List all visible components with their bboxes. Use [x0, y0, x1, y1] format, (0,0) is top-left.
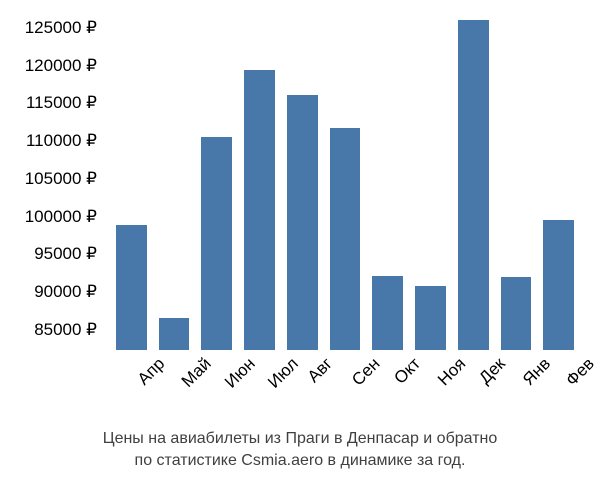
y-tick-label: 115000 ₽: [26, 93, 97, 113]
x-slot: Янв: [495, 352, 538, 412]
x-slot: Окт: [366, 352, 409, 412]
x-slot: Май: [153, 352, 196, 412]
y-tick-label: 125000 ₽: [25, 18, 97, 38]
bar-slot: [495, 10, 538, 350]
x-slot: Сен: [324, 352, 367, 412]
bar-slot: [238, 10, 281, 350]
chart-caption-line2: по статистике Csmia.aero в динамике за г…: [0, 452, 600, 470]
bar: [415, 286, 446, 350]
bar: [330, 128, 361, 350]
bar: [244, 70, 275, 350]
x-tick-label: Фев: [562, 354, 598, 390]
bar-slot: [537, 10, 580, 350]
bar-slot: [195, 10, 238, 350]
x-slot: Апр: [110, 352, 153, 412]
bar: [159, 318, 190, 350]
bar-slot: [110, 10, 153, 350]
y-tick-label: 105000 ₽: [25, 169, 97, 189]
x-slot: Ноя: [409, 352, 452, 412]
y-tick-label: 95000 ₽: [34, 244, 97, 264]
bar: [201, 137, 232, 350]
y-tick-label: 100000 ₽: [25, 207, 97, 227]
bar-slot: [281, 10, 324, 350]
chart-caption-line1: Цены на авиабилеты из Праги в Денпасар и…: [0, 430, 600, 448]
x-slot: Июн: [195, 352, 238, 412]
price-chart: [110, 10, 580, 350]
y-tick-label: 110000 ₽: [26, 131, 97, 151]
bar: [543, 220, 574, 350]
y-tick-label: 85000 ₽: [34, 320, 97, 340]
x-axis: АпрМайИюнИюлАвгСенОктНояДекЯнвФев: [110, 352, 580, 412]
x-slot: Авг: [281, 352, 324, 412]
bar-group: [110, 10, 580, 350]
bar: [501, 277, 532, 350]
x-slot: Дек: [452, 352, 495, 412]
bar: [372, 276, 403, 350]
y-tick-label: 90000 ₽: [34, 282, 97, 302]
x-slot: Июл: [238, 352, 281, 412]
bar-slot: [153, 10, 196, 350]
bar-slot: [452, 10, 495, 350]
bar: [116, 225, 147, 350]
x-slot: Фев: [537, 352, 580, 412]
bar: [458, 20, 489, 350]
bar-slot: [324, 10, 367, 350]
bar-slot: [366, 10, 409, 350]
y-axis: 85000 ₽ 90000 ₽ 95000 ₽ 100000 ₽ 105000 ₽ 110…: [0, 10, 105, 350]
bar-slot: [409, 10, 452, 350]
bar: [287, 95, 318, 350]
y-tick-label: 120000 ₽: [25, 56, 97, 76]
